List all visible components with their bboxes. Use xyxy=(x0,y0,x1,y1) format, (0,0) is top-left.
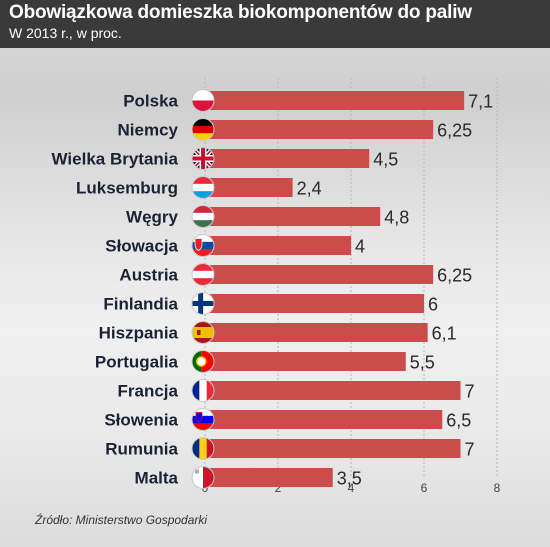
bar xyxy=(205,265,434,284)
portugal-flag-icon xyxy=(191,350,215,373)
luxembourg-flag-icon xyxy=(191,176,215,199)
chart-subtitle: W 2013 r., w proc. xyxy=(9,25,122,41)
romania-flag-icon xyxy=(191,437,215,460)
bar xyxy=(205,178,293,197)
value-label: 5,5 xyxy=(410,353,435,373)
value-label: 7,1 xyxy=(468,92,493,112)
country-label: Słowenia xyxy=(104,411,178,430)
country-label: Austria xyxy=(119,266,178,285)
slovenia-flag-icon xyxy=(191,408,215,431)
bar xyxy=(205,381,461,400)
country-label: Hiszpania xyxy=(99,324,179,343)
country-label: Węgry xyxy=(126,208,179,227)
bar xyxy=(205,120,434,139)
bar xyxy=(205,149,370,168)
country-label: Wielka Brytania xyxy=(52,150,179,169)
value-label: 6,25 xyxy=(437,266,472,286)
title-banner: Obowiązkowa domieszka biokomponentów do … xyxy=(0,0,550,48)
bar xyxy=(205,207,381,226)
value-label: 7 xyxy=(465,382,475,402)
x-tick-label: 8 xyxy=(494,481,501,495)
poland-flag-icon xyxy=(191,89,215,112)
country-label: Finlandia xyxy=(103,295,178,314)
bar xyxy=(205,323,428,342)
country-label: Malta xyxy=(135,469,179,488)
country-label: Francja xyxy=(118,382,179,401)
value-label: 6 xyxy=(428,295,438,315)
bar xyxy=(205,410,443,429)
country-label: Niemcy xyxy=(118,121,179,140)
value-label: 4,5 xyxy=(373,150,398,170)
country-label: Portugalia xyxy=(95,353,179,372)
x-tick-label: 4 xyxy=(348,481,355,495)
value-label: 6,25 xyxy=(437,121,472,141)
germany-flag-icon xyxy=(191,118,215,141)
country-label: Luksemburg xyxy=(76,179,178,198)
value-label: 7 xyxy=(465,440,475,460)
france-flag-icon xyxy=(191,379,215,402)
value-label: 3,5 xyxy=(337,469,362,489)
x-tick-label: 2 xyxy=(275,481,282,495)
slovakia-flag-icon xyxy=(191,234,215,257)
country-label: Rumunia xyxy=(105,440,178,459)
bar xyxy=(205,91,465,110)
bar xyxy=(205,294,424,313)
finland-flag-icon xyxy=(191,292,215,315)
uk-flag-icon xyxy=(191,147,215,170)
bar xyxy=(205,468,333,487)
malta-flag-icon xyxy=(191,466,215,489)
value-label: 2,4 xyxy=(297,179,322,199)
value-label: 4 xyxy=(355,237,365,257)
country-label: Polska xyxy=(123,92,178,111)
hungary-flag-icon xyxy=(191,205,215,228)
bar xyxy=(205,439,461,458)
austria-flag-icon xyxy=(191,263,215,286)
value-label: 6,5 xyxy=(446,411,471,431)
value-label: 4,8 xyxy=(384,208,409,228)
country-label: Słowacja xyxy=(105,237,178,256)
x-tick-label: 6 xyxy=(421,481,428,495)
bar xyxy=(205,236,351,255)
bar xyxy=(205,352,406,371)
value-label: 6,1 xyxy=(432,324,457,344)
chart-title: Obowiązkowa domieszka biokomponentów do … xyxy=(9,2,472,23)
source-note: Źródło: Ministerstwo Gospodarki xyxy=(35,513,208,527)
spain-flag-icon xyxy=(191,321,215,344)
